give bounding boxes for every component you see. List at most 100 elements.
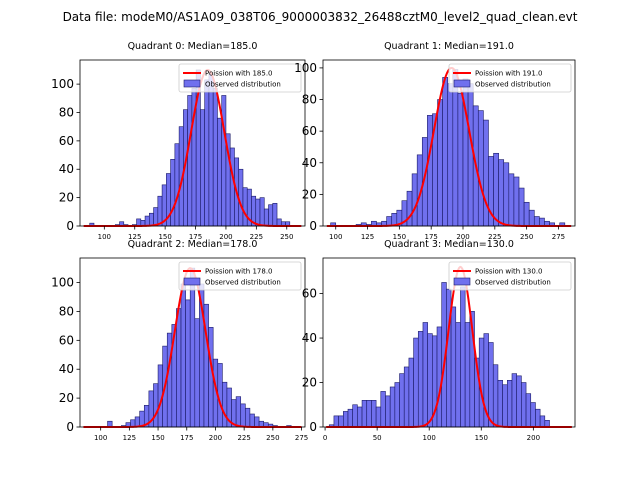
y-tick-label: 40 [59,362,74,376]
x-tick-label: 125 [123,434,136,442]
histogram-bar [539,217,545,227]
histogram-bar [176,308,182,428]
histogram-bar [180,283,186,428]
histogram-bar [144,215,150,227]
histogram-bar [442,77,449,227]
x-tick-label: 150 [158,233,171,241]
histogram-bar [525,393,532,428]
histogram-bar [200,109,205,227]
panel-title: Quadrant 2: Median=178.0 [128,239,258,250]
x-tick-label: 100 [423,434,436,442]
x-tick-label: 275 [552,233,565,241]
axes-frame [322,257,576,428]
histogram-bar [245,407,251,428]
histogram-bar [157,195,163,227]
histogram-bar [136,218,142,227]
legend-label: Poission with 185.0 [205,70,273,78]
y-tick-label: 0 [66,219,74,233]
histogram-bar [338,415,344,428]
histogram-bar [406,190,413,227]
y-tick-label: 60 [59,134,74,148]
legend-label: Observed distribution [475,279,551,287]
histogram-bar [357,406,363,428]
histogram-bar [464,322,471,428]
y-tick-label: 20 [59,391,74,405]
axes-frame [79,257,306,428]
histogram-bar [153,207,159,227]
legend-box [448,63,572,93]
histogram-bar [238,168,244,227]
histogram-bar [375,406,382,428]
histogram-bar [268,204,274,227]
histogram-bar [185,299,191,428]
histogram-bar [217,117,222,227]
histogram-bar [371,400,377,428]
histogram-bar [508,173,515,227]
histogram-bar [539,415,546,428]
x-tick-label: 125 [361,233,374,241]
histogram-bar [352,404,358,428]
histogram-bar [455,322,461,428]
histogram-bar [208,73,214,227]
histogram-bar [477,110,484,227]
panel-quadrant-0: Quadrant 0: Median=185.0 0 20 40 60 80 100 100 1… [51,41,306,241]
x-tick-label: 200 [527,434,540,442]
histogram-bar [389,386,396,428]
legend-bar-swatch [453,277,471,286]
histogram-bar [528,209,535,227]
histogram-bar [533,216,540,227]
histogram-bar [399,373,405,428]
x-tick-label: 200 [209,434,222,442]
y-tick-label: 80 [302,93,317,107]
histogram-bar [380,391,386,428]
histogram-bar [229,147,235,227]
panel-title: Quadrant 3: Median=130.0 [384,239,514,250]
histogram-bar [535,408,541,428]
histogram-bar [492,364,499,428]
histogram-bar [503,162,510,227]
y-tick-label: 40 [302,331,317,345]
x-tick-label: 150 [151,434,164,442]
x-tick-label: 150 [475,434,488,442]
histogram-bar [166,332,173,428]
y-tick-label: 60 [59,333,74,347]
histogram-bar [187,95,193,227]
histogram-bar [255,198,261,227]
legend-label: Poission with 178.0 [205,268,273,276]
panel-title: Quadrant 1: Median=191.0 [384,41,514,52]
x-tick-label: 225 [488,233,501,241]
legend-box [178,261,302,291]
histogram-bar [436,326,443,428]
histogram-bar [276,218,282,227]
histogram-bar [422,322,428,428]
y-tick-label: 100 [51,276,74,290]
histogram-bar [408,357,414,428]
x-tick-label: 175 [180,434,193,442]
y-tick-label: 100 [294,61,317,75]
histogram-bar [347,408,353,428]
y-tick-label: 0 [309,219,317,233]
panel-title: Quadrant 0: Median=185.0 [128,41,258,52]
histogram-bar [513,176,520,227]
histogram-bar [483,119,489,227]
histogram-bar [467,83,474,227]
histogram-bar [204,79,210,227]
y-tick-label: 40 [59,162,74,176]
x-tick-label: 250 [280,233,293,241]
histogram-bar [235,396,242,428]
histogram-bar [452,69,459,227]
y-tick-label: 20 [302,187,317,201]
histogram-bar [208,327,214,428]
histogram-bar [417,331,424,428]
histogram-bar [507,380,513,428]
histogram-bar [189,267,196,428]
y-tick-label: 80 [59,304,74,318]
histogram-bar [427,333,433,428]
x-tick-label: 100 [94,434,107,442]
legend-bar-swatch [183,79,201,88]
legend-label: Observed distribution [205,279,281,287]
x-tick-label: 200 [456,233,469,241]
histogram-bar [343,411,349,428]
panel-quadrant-2: Quadrant 2: Median=178.0 0 20 40 60 80 100 100 1… [51,239,308,442]
